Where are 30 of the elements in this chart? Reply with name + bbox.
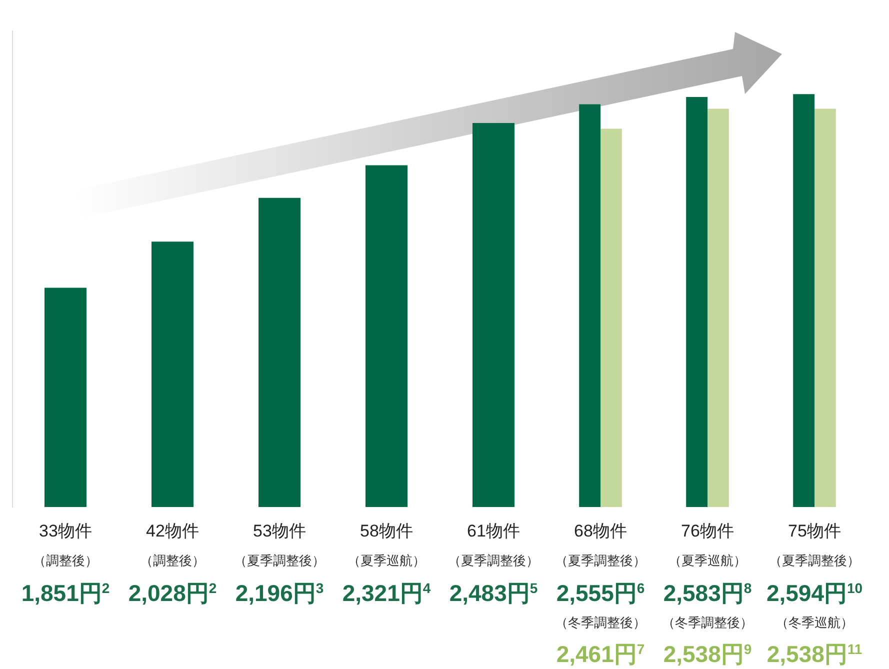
data-label: 1,851円$^{2}$ <box>21 580 110 606</box>
data-label: 2,483円$^{5}$ <box>449 580 538 606</box>
data-label: 2,583円$^{8}$ <box>663 580 752 606</box>
data-label: 2,538円$^{9}$ <box>663 641 752 667</box>
data-label: 2,538円$^{11}$ <box>766 641 862 667</box>
text: （夏季調整後） <box>555 553 646 568</box>
x-tick-label: 33物件 <box>39 522 92 540</box>
text: （調整後） <box>33 553 98 568</box>
text: （夏季巡航） <box>668 553 746 568</box>
text: （夏季調整後） <box>234 553 325 568</box>
data-label: 2,461円$^{7}$ <box>556 641 645 667</box>
x-tick-label: 68物件 <box>574 522 627 540</box>
text: （調整後） <box>140 553 205 568</box>
data-label: 2,321円$^{4}$ <box>342 580 431 606</box>
data-label: 2,555円$^{6}$ <box>556 580 645 606</box>
text: （冬季調整後） <box>662 615 753 630</box>
x-tick-label: 76物件 <box>681 522 734 540</box>
x-tick-label: 58物件 <box>360 522 413 540</box>
text: （冬季巡航） <box>776 615 854 630</box>
data-label: 2,028円$^{2}$ <box>128 580 217 606</box>
text: （夏季調整後） <box>769 553 860 568</box>
text: （夏季調整後） <box>448 553 539 568</box>
text: （冬季調整後） <box>555 615 646 630</box>
x-tick-label: 42物件 <box>146 522 199 540</box>
x-tick-label: 53物件 <box>253 522 306 540</box>
text: （夏季巡航） <box>348 553 426 568</box>
x-tick-label: 75物件 <box>788 522 841 540</box>
data-label: 2,594円$^{10}$ <box>766 580 863 606</box>
data-label: 2,196円$^{3}$ <box>235 580 324 606</box>
x-tick-label: 61物件 <box>467 522 520 540</box>
